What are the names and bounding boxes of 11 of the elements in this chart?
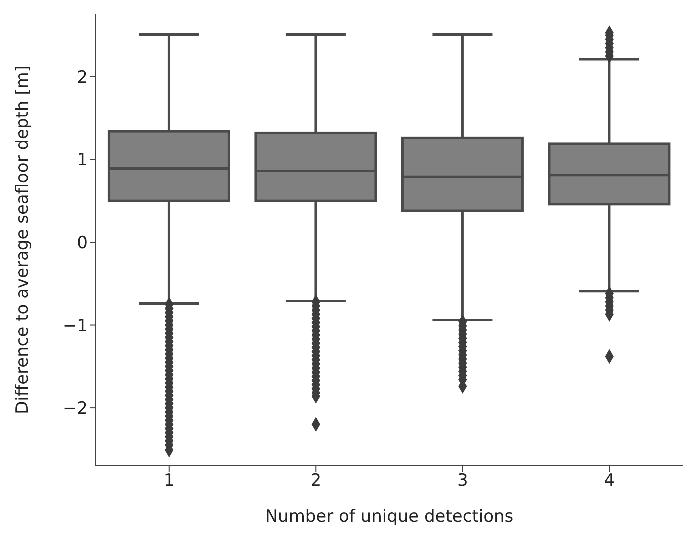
y-tick-label: −2 [62,399,88,420]
x-tick-label: 3 [457,471,468,492]
y-tick-label: −1 [62,316,88,336]
x-tick-label: 2 [310,471,322,492]
x-tick-label: 1 [164,471,175,492]
x-tick-label: 4 [604,471,616,492]
y-tick-label: 2 [77,68,88,88]
y-tick-label: 0 [77,234,88,254]
x-axis-title: Number of unique detections [265,507,514,527]
y-axis-title: Difference to average seafloor depth [m] [13,66,34,414]
y-tick-label: 1 [77,150,88,171]
